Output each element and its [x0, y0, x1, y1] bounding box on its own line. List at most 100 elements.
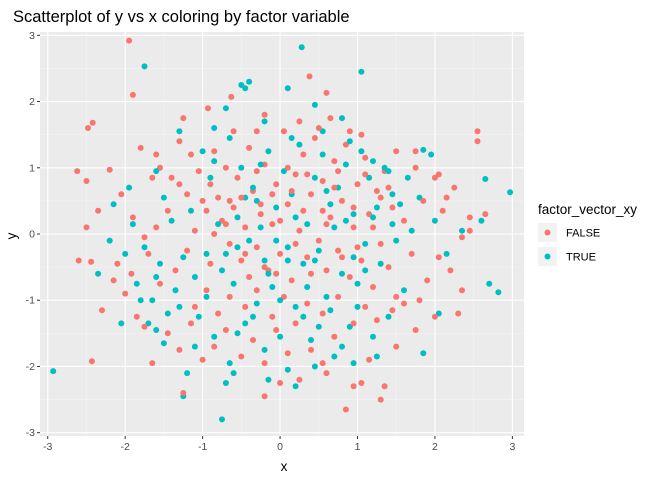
point-false	[99, 307, 105, 314]
point-false	[172, 267, 179, 274]
point-false	[292, 171, 299, 178]
point-false	[226, 293, 233, 300]
point-false	[358, 380, 365, 386]
point-false	[482, 211, 489, 218]
point-true	[362, 240, 369, 247]
point-false	[261, 393, 268, 400]
point-false	[222, 327, 229, 333]
point-true	[153, 274, 160, 280]
point-false	[273, 181, 280, 188]
point-false	[222, 221, 229, 228]
point-false	[311, 135, 318, 141]
point-true	[459, 227, 465, 234]
point-true	[118, 320, 125, 327]
point-false	[95, 207, 102, 214]
point-false	[331, 333, 338, 340]
legend-dot-false	[544, 229, 551, 236]
point-false	[304, 300, 311, 307]
point-true	[308, 337, 314, 343]
point-true	[370, 158, 376, 165]
point-false	[370, 284, 376, 290]
point-false	[188, 320, 194, 327]
point-true	[265, 270, 272, 277]
axis-ticks: -3 -2 -1 0 1 2 3 -3 -2 -1 0 1 2 3	[26, 30, 516, 453]
point-false	[346, 274, 353, 280]
point-false	[83, 224, 90, 231]
point-false	[85, 125, 91, 131]
point-false	[331, 158, 338, 165]
point-true	[246, 78, 253, 85]
point-true	[408, 227, 415, 234]
point-true	[106, 237, 113, 244]
point-true	[331, 224, 338, 231]
point-false	[323, 89, 330, 96]
point-true	[284, 244, 291, 251]
point-true	[370, 214, 376, 221]
point-false	[319, 178, 326, 184]
point-true	[362, 267, 369, 274]
point-true	[137, 297, 144, 304]
point-true	[292, 383, 299, 390]
point-false	[389, 204, 396, 211]
point-false	[284, 201, 291, 208]
point-true	[160, 194, 167, 201]
point-true	[238, 164, 245, 171]
point-false	[180, 390, 187, 396]
point-false	[466, 227, 473, 234]
point-false	[129, 91, 136, 98]
point-true	[373, 353, 380, 360]
point-true	[222, 250, 229, 257]
point-false	[300, 151, 307, 158]
y-tick-label: 2	[29, 96, 35, 108]
point-false	[153, 151, 160, 158]
point-true	[478, 217, 485, 224]
point-true	[176, 128, 183, 135]
point-false	[381, 383, 388, 390]
point-false	[184, 247, 191, 254]
point-true	[160, 340, 167, 347]
legend: factor_vector_xy FALSE TRUE	[538, 202, 637, 266]
point-false	[455, 310, 462, 317]
point-false	[215, 310, 222, 317]
point-false	[250, 337, 256, 343]
point-true	[277, 297, 284, 304]
point-true	[203, 293, 210, 300]
point-false	[306, 73, 313, 80]
point-true	[230, 280, 237, 287]
point-true	[141, 63, 148, 70]
point-true	[122, 250, 129, 257]
point-true	[304, 221, 311, 228]
point-true	[350, 254, 357, 261]
point-false	[88, 358, 95, 365]
point-false	[261, 111, 268, 118]
legend-item-true: TRUE	[538, 247, 596, 266]
point-true	[385, 313, 392, 320]
point-true	[389, 191, 396, 198]
point-false	[459, 287, 465, 294]
point-true	[180, 254, 187, 261]
point-true	[342, 161, 349, 168]
point-false	[474, 138, 481, 145]
point-false	[346, 128, 353, 135]
point-true	[188, 207, 194, 214]
point-false	[362, 303, 369, 310]
point-true	[401, 287, 407, 294]
point-true	[342, 217, 349, 224]
point-false	[350, 224, 357, 231]
point-true	[486, 280, 493, 287]
point-false	[350, 383, 357, 390]
point-true	[339, 270, 345, 277]
point-true	[226, 360, 233, 367]
point-false	[246, 144, 253, 151]
point-false	[257, 201, 264, 208]
point-false	[246, 274, 253, 280]
point-false	[203, 287, 210, 294]
y-tick-label: 0	[29, 229, 35, 241]
point-false	[168, 174, 175, 181]
point-true	[397, 201, 404, 208]
point-true	[331, 353, 338, 360]
point-true	[420, 146, 427, 153]
point-true	[203, 250, 210, 257]
point-false	[323, 370, 330, 377]
point-true	[507, 189, 514, 196]
